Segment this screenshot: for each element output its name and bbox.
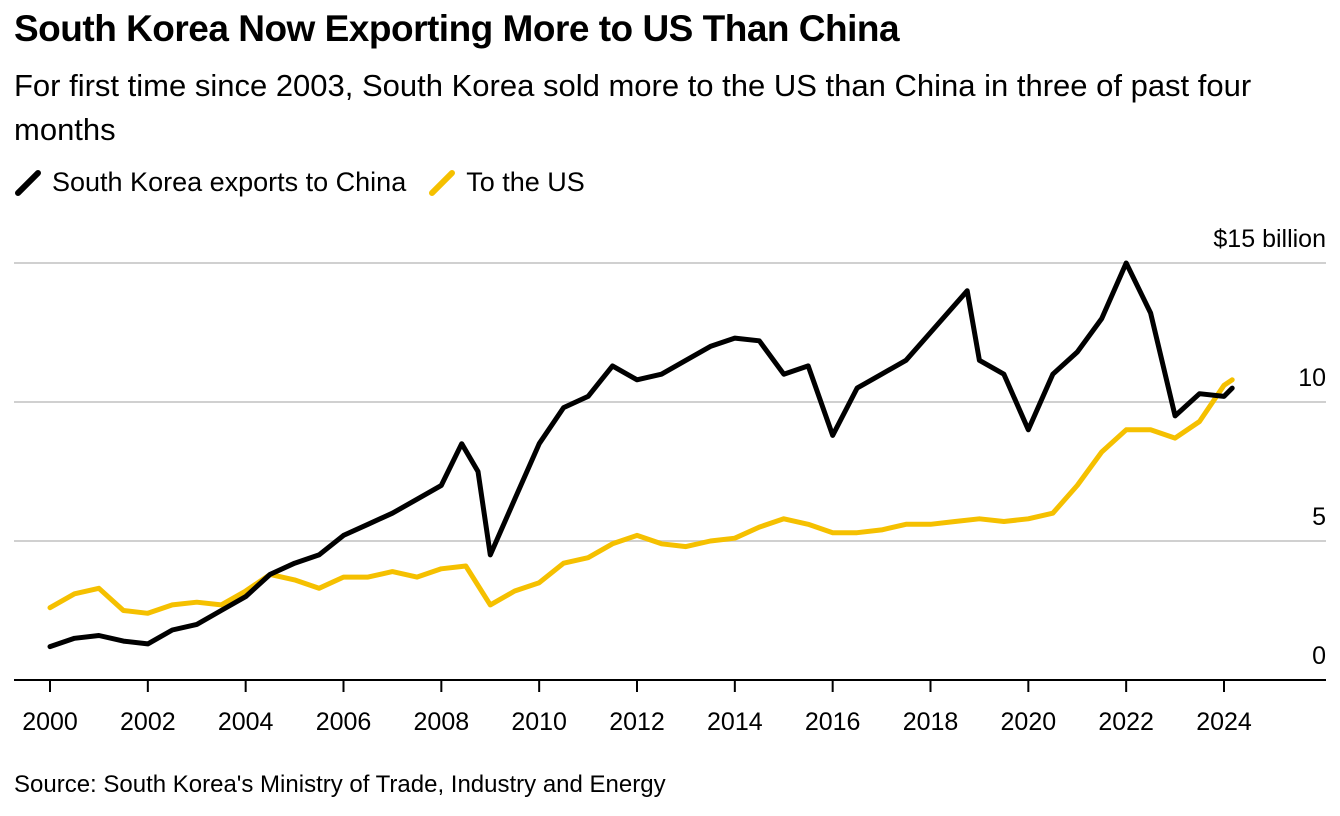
legend-swatch-china-icon xyxy=(15,169,41,196)
chart-subtitle: For first time since 2003, South Korea s… xyxy=(14,68,1252,147)
x-tick-label: 2002 xyxy=(120,708,176,736)
x-tick-label: 2022 xyxy=(1098,708,1154,736)
x-tick-label: 2024 xyxy=(1196,708,1252,736)
source-note: Source: South Korea's Ministry of Trade,… xyxy=(14,771,666,798)
y-tick-label: 10 xyxy=(1298,364,1326,392)
legend-item-us: To the US xyxy=(428,167,585,198)
y-tick-label: 5 xyxy=(1312,503,1326,531)
legend-label-us: To the US xyxy=(466,167,585,197)
x-tick-label: 2020 xyxy=(1001,708,1057,736)
x-tick-label: 2010 xyxy=(511,708,567,736)
x-tick-label: 2006 xyxy=(316,708,372,736)
x-tick-label: 2018 xyxy=(903,708,959,736)
legend-swatch-us-icon xyxy=(429,169,456,196)
y-tick-label: $15 billion xyxy=(1213,225,1326,253)
x-tick-label: 2012 xyxy=(609,708,665,736)
legend-swatch-us-line xyxy=(429,169,456,196)
x-tick-label: 2000 xyxy=(22,708,78,736)
legend: South Korea exports to China To the US xyxy=(14,167,607,198)
legend-swatch-china-line xyxy=(15,169,41,196)
x-tick-label: 2016 xyxy=(805,708,861,736)
series-line-us xyxy=(47,377,1235,616)
chart-title: South Korea Now Exporting More to US Tha… xyxy=(14,8,900,49)
y-tick-label: 0 xyxy=(1312,642,1326,670)
x-tick-label: 2004 xyxy=(218,708,274,736)
series-line-china xyxy=(47,260,1235,650)
legend-label-china: South Korea exports to China xyxy=(52,167,407,197)
x-tick-label: 2008 xyxy=(414,708,470,736)
legend-item-china: South Korea exports to China xyxy=(14,167,406,198)
x-tick-label: 2014 xyxy=(707,708,763,736)
